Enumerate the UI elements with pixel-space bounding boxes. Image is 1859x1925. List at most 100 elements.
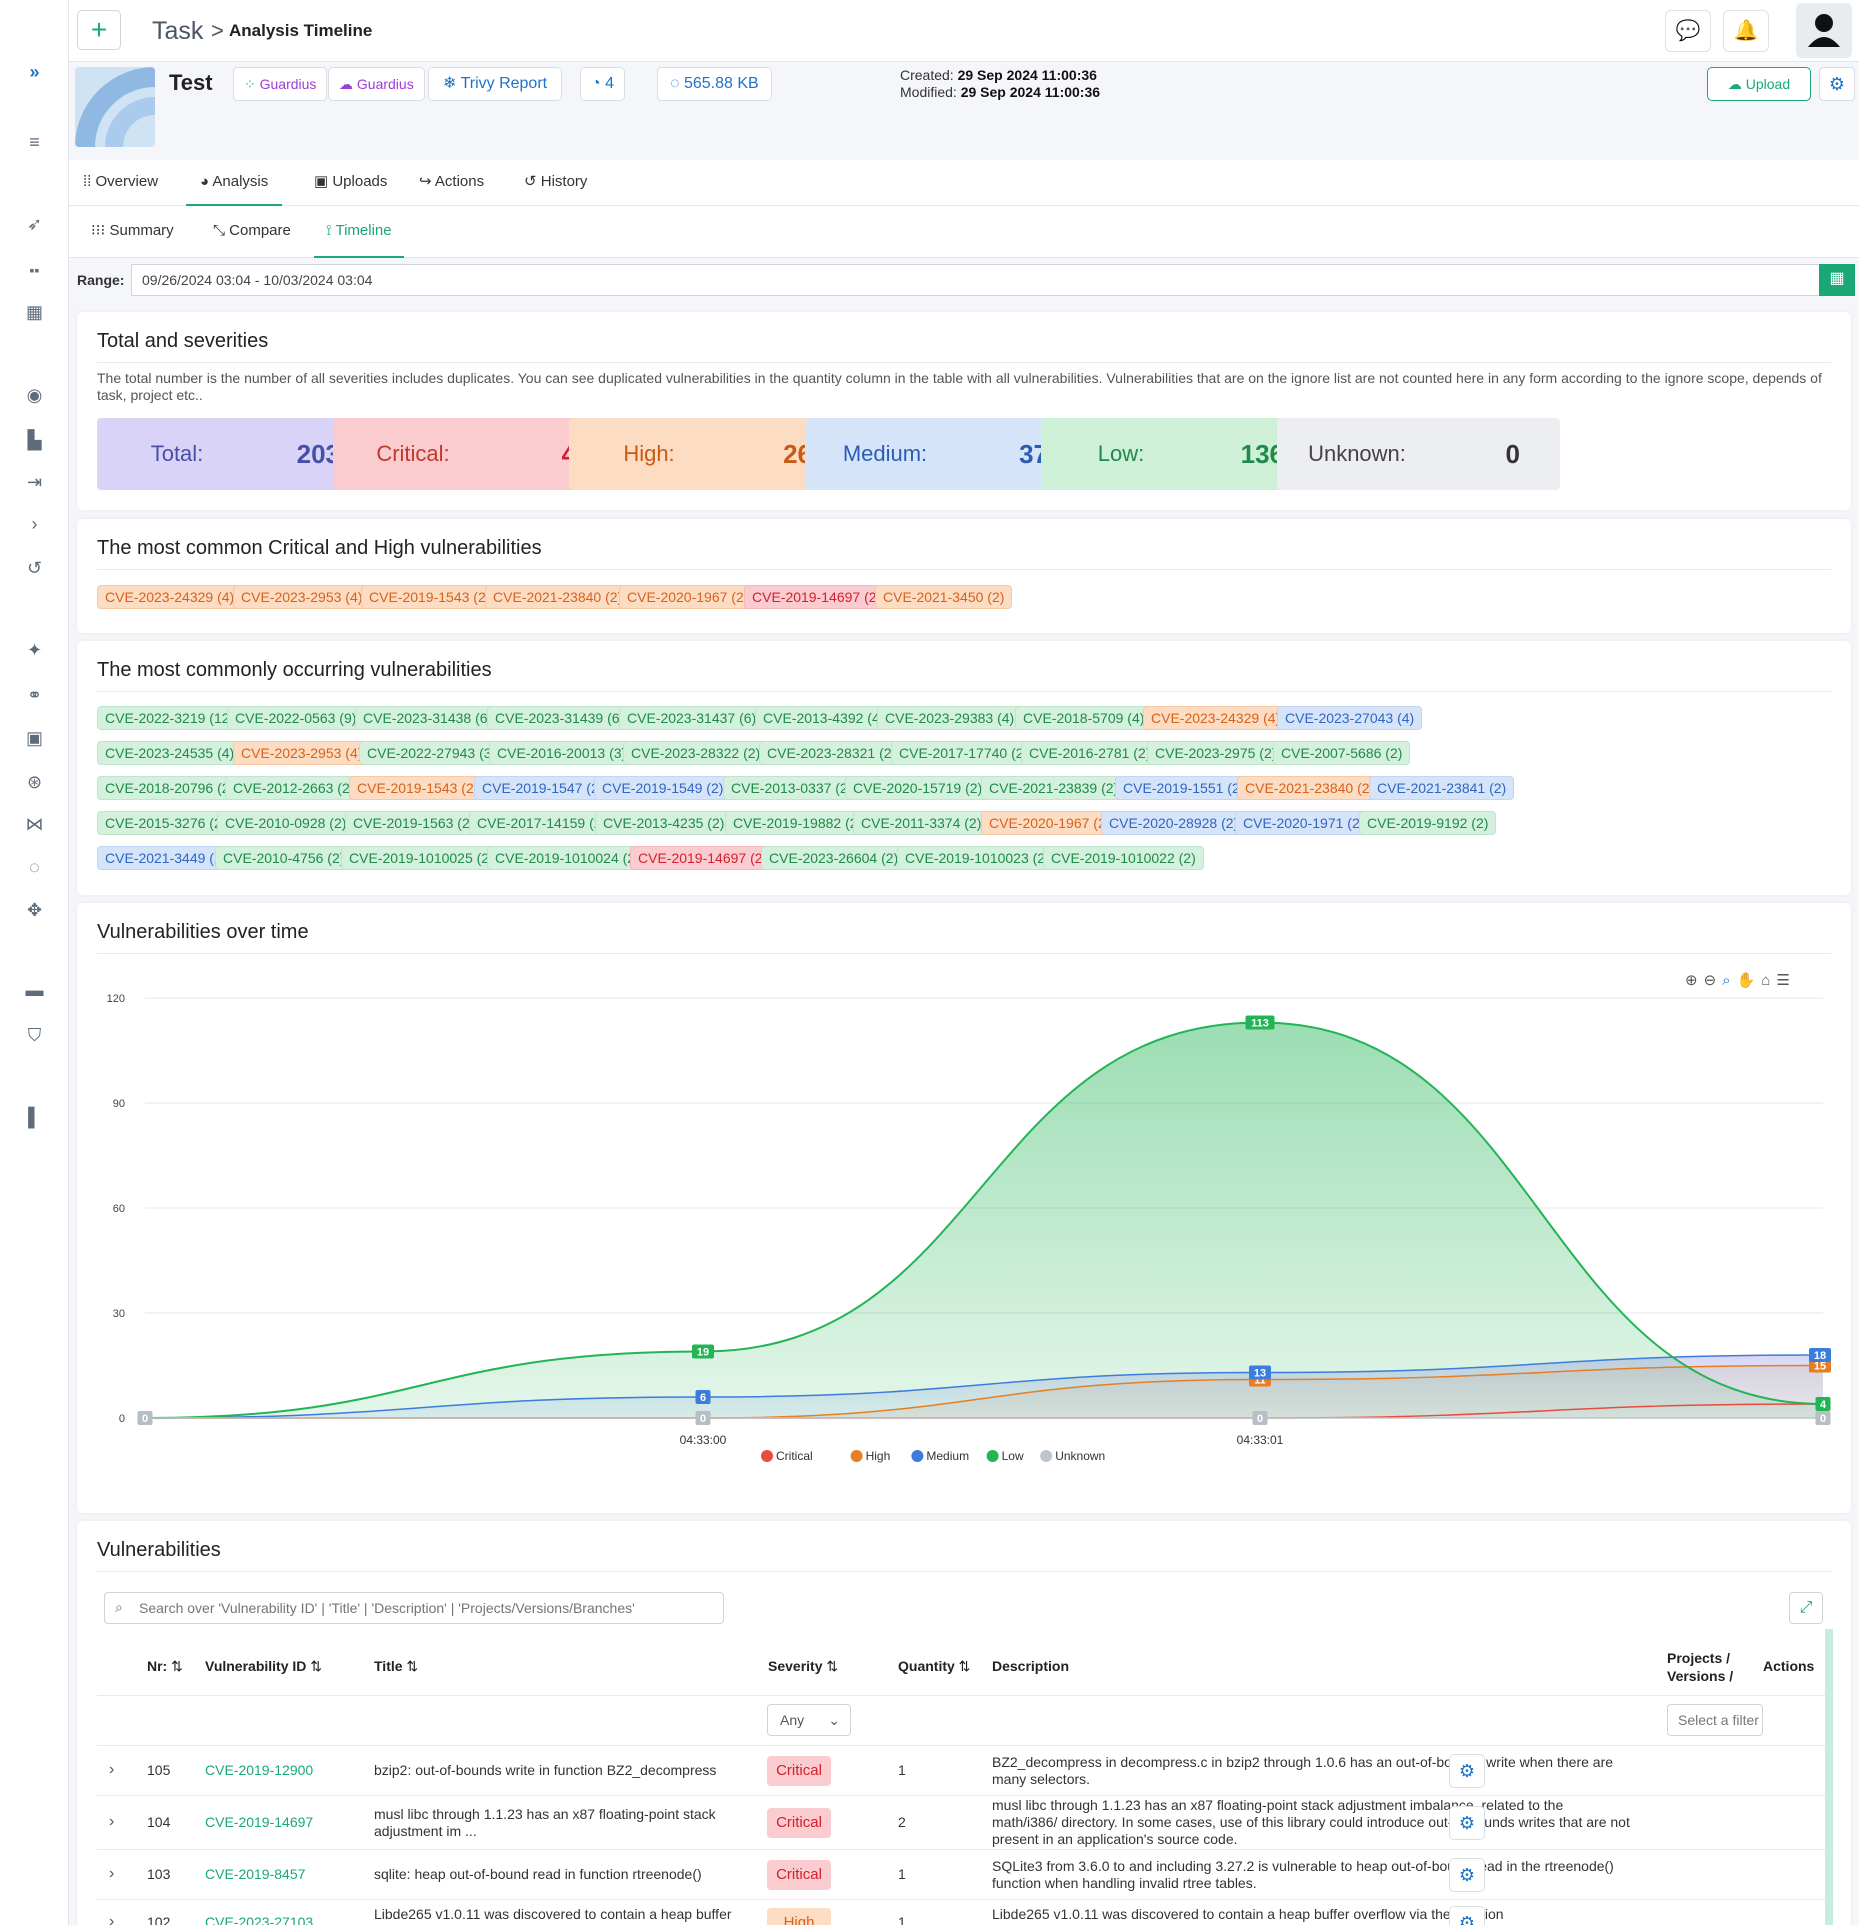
cve-tag[interactable]: CVE-2021-23840 (2) <box>485 585 631 609</box>
notifications-button[interactable]: 🔔 <box>1723 10 1769 52</box>
cve-tag[interactable]: CVE-2023-28321 (2) <box>759 741 905 765</box>
header-nr[interactable]: Nr: ⇅ <box>147 1658 183 1674</box>
guardius-chip-2[interactable]: ☁ Guardius <box>328 67 425 101</box>
search-input[interactable] <box>139 1594 719 1622</box>
chat-button[interactable]: 💬 <box>1665 10 1711 52</box>
row-vuln-id[interactable]: CVE-2019-8457 <box>205 1866 306 1882</box>
cve-tag[interactable]: CVE-2019-14697 (2) <box>744 585 890 609</box>
cve-tag[interactable]: CVE-2020-28928 (2) <box>1101 811 1247 835</box>
spinner-icon[interactable]: ◌ <box>29 857 40 877</box>
cve-tag[interactable]: CVE-2023-24329 (4) <box>1143 706 1289 730</box>
header-vuln-id[interactable]: Vulnerability ID ⇅ <box>205 1658 323 1674</box>
sign-out-icon[interactable]: ⇥ <box>26 472 43 492</box>
expand-row-icon[interactable]: › <box>109 1865 115 1882</box>
cve-tag[interactable]: CVE-2023-24329 (4) <box>97 585 243 609</box>
cve-tag[interactable]: CVE-2019-14697 (2) <box>630 846 776 870</box>
cve-tag[interactable]: CVE-2017-17740 (2) <box>891 741 1037 765</box>
subtab-compare[interactable]: ⤡ Compare <box>213 222 291 239</box>
cve-tag[interactable]: CVE-2010-0928 (2) <box>217 811 355 835</box>
cve-tag[interactable]: CVE-2023-31437 (6) <box>619 706 765 730</box>
zoom-out-icon[interactable]: ⊖ <box>1703 972 1723 989</box>
chart-menu-icon[interactable]: ☰ <box>1776 972 1796 989</box>
cve-tag[interactable]: CVE-2019-1543 (2) <box>361 585 499 609</box>
header-title[interactable]: Title ⇅ <box>374 1658 419 1674</box>
calendar-button[interactable]: ▦ <box>1819 264 1855 296</box>
cve-tag[interactable]: CVE-2018-5709 (4) <box>1015 706 1153 730</box>
row-settings-button[interactable]: ⚙ <box>1449 1806 1485 1840</box>
row-settings-button[interactable]: ⚙ <box>1449 1754 1485 1788</box>
chip-icon[interactable]: ▣ <box>25 728 43 748</box>
cve-tag[interactable]: CVE-2023-2953 (4) <box>233 741 371 765</box>
expand-button[interactable]: ⤢ <box>1789 1592 1823 1624</box>
cve-tag[interactable]: CVE-2023-28322 (2) <box>623 741 769 765</box>
expand-sidebar-icon[interactable]: » <box>29 62 40 82</box>
scanner-icon[interactable]: ✦ <box>26 640 43 660</box>
tab-actions[interactable]: ↪ Actions <box>419 173 485 190</box>
cve-tag[interactable]: CVE-2021-23841 (2) <box>1369 776 1515 800</box>
header-quantity[interactable]: Quantity ⇅ <box>898 1658 971 1674</box>
expand-row-icon[interactable]: › <box>109 1761 115 1778</box>
table-row[interactable]: › 104 CVE-2019-14697 musl libc through 1.1.… <box>97 1795 1825 1849</box>
report-type-chip[interactable]: ❄ Trivy Report <box>428 67 563 101</box>
cve-tag[interactable]: CVE-2007-5686 (2) <box>1273 741 1411 765</box>
cve-tag[interactable]: CVE-2019-19882 (2) <box>725 811 871 835</box>
cve-tag[interactable]: CVE-2019-1563 (2) <box>345 811 483 835</box>
cve-tag[interactable]: CVE-2011-3374 (2) <box>853 811 990 835</box>
cve-tag[interactable]: CVE-2023-27043 (4) <box>1277 706 1423 730</box>
cve-tag[interactable]: CVE-2023-2975 (2) <box>1147 741 1285 765</box>
analysis-count-chip[interactable]: ◔ 4 <box>580 67 626 101</box>
legend-label-unknown[interactable]: Unknown <box>1055 1449 1105 1463</box>
cve-tag[interactable]: CVE-2023-2953 (4) <box>233 585 371 609</box>
link-icon[interactable]: ⚭ <box>26 685 43 705</box>
cve-tag[interactable]: CVE-2022-0563 (9) <box>227 706 365 730</box>
cve-tag[interactable]: CVE-2023-31438 (6) <box>355 706 501 730</box>
tab-analysis[interactable]: ◕ Analysis <box>186 160 283 206</box>
share-icon[interactable]: ⋈ <box>25 814 44 834</box>
cve-tag[interactable]: CVE-2022-3219 (12) <box>97 706 243 730</box>
cve-tag[interactable]: CVE-2019-1010024 (2) <box>487 846 648 870</box>
header-severity[interactable]: Severity ⇅ <box>768 1658 839 1674</box>
projects-filter[interactable]: Select a filter <box>1667 1704 1763 1736</box>
grid-small-icon[interactable]: ▪▪ <box>29 262 40 278</box>
cve-tag[interactable]: CVE-2015-3276 (2) <box>97 811 235 835</box>
legend-label-low[interactable]: Low <box>1002 1449 1024 1463</box>
row-vuln-id[interactable]: CVE-2019-14697 <box>205 1814 314 1830</box>
zoom-select-icon[interactable]: ⌕ <box>1722 972 1737 989</box>
row-vuln-id[interactable]: CVE-2019-12900 <box>205 1762 314 1778</box>
legend-marker-medium[interactable] <box>911 1450 924 1462</box>
severity-filter[interactable]: Any ⌄ <box>767 1704 851 1736</box>
cve-tag[interactable]: CVE-2019-1547 (2) <box>474 776 612 800</box>
cve-tag[interactable]: CVE-2019-9192 (2) <box>1359 811 1497 835</box>
reset-home-icon[interactable]: ⌂ <box>1761 972 1777 989</box>
history-icon[interactable]: ↺ <box>26 558 43 578</box>
cve-tag[interactable]: CVE-2013-0337 (2) <box>723 776 861 800</box>
rocket-icon[interactable]: ➶ <box>26 214 43 234</box>
chevrons-icon[interactable]: › <box>31 514 38 534</box>
cve-tag[interactable]: CVE-2020-1971 (2) <box>1235 811 1373 835</box>
zoom-in-icon[interactable]: ⊕ <box>1685 972 1704 989</box>
cve-tag[interactable]: CVE-2020-1967 (2) <box>981 811 1119 835</box>
cve-tag[interactable]: CVE-2021-3449 (2) <box>97 846 235 870</box>
layers-icon[interactable]: ≡ <box>29 132 40 152</box>
row-settings-button[interactable]: ⚙ <box>1449 1906 1485 1925</box>
legend-label-high[interactable]: High <box>866 1449 891 1463</box>
cve-tag[interactable]: CVE-2021-23840 (2) <box>1237 776 1383 800</box>
cve-tag[interactable]: CVE-2020-15719 (2) <box>845 776 991 800</box>
row-vuln-id[interactable]: CVE-2023-27103 <box>205 1914 314 1925</box>
target-icon[interactable]: ◉ <box>26 385 43 405</box>
cve-tag[interactable]: CVE-2021-23839 (2) <box>981 776 1127 800</box>
cve-tag[interactable]: CVE-2013-4235 (2) <box>595 811 733 835</box>
tab-history[interactable]: ↺ History <box>524 173 588 190</box>
cve-tag[interactable]: CVE-2023-26604 (2) <box>761 846 907 870</box>
cve-tag[interactable]: CVE-2018-20796 (2) <box>97 776 243 800</box>
subtab-summary[interactable]: ⁝⁝⁝ Summary <box>91 222 174 239</box>
cve-tag[interactable]: CVE-2019-1010025 (2) <box>341 846 502 870</box>
tab-uploads[interactable]: ▣ Uploads <box>314 173 388 190</box>
guardius-chip-1[interactable]: ⁘ Guardius <box>233 67 328 101</box>
expand-row-icon[interactable]: › <box>109 1913 115 1925</box>
legend-marker-critical[interactable] <box>761 1450 773 1462</box>
cve-tag[interactable]: CVE-2019-1543 (2) <box>349 776 487 800</box>
add-button[interactable]: + <box>77 10 121 50</box>
cve-tag[interactable]: CVE-2019-1549 (2) <box>594 776 732 800</box>
dashboard-icon[interactable]: ▦ <box>25 302 43 322</box>
